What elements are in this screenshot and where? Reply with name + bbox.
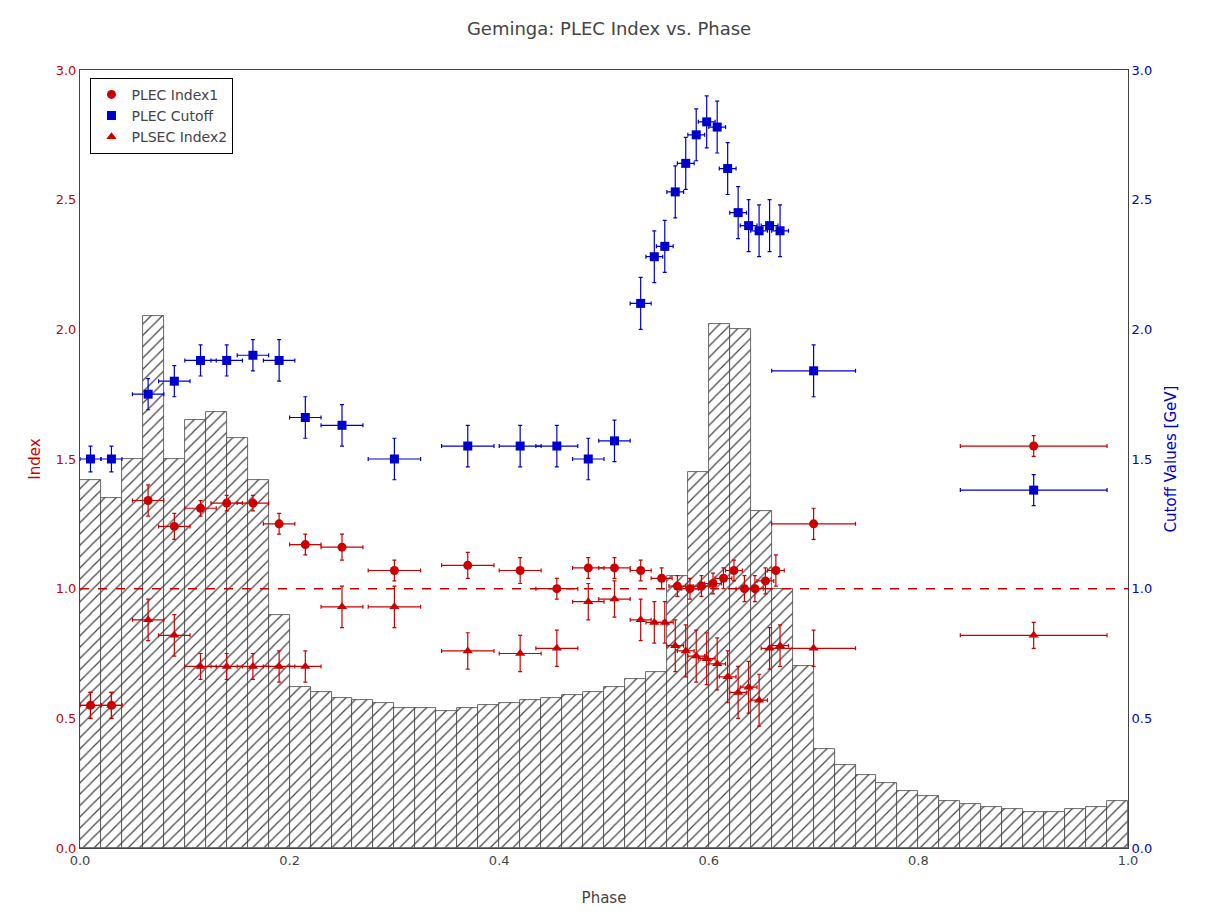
svg-text:0.2: 0.2 [279, 853, 300, 868]
svg-text:0.6: 0.6 [698, 853, 719, 868]
svg-text:0.4: 0.4 [489, 853, 510, 868]
svg-text:0.8: 0.8 [908, 853, 929, 868]
svg-text:3.0: 3.0 [56, 63, 77, 78]
svg-text:1.0: 1.0 [1118, 853, 1139, 868]
svg-text:2.5: 2.5 [1132, 192, 1153, 207]
svg-text:1.5: 1.5 [1132, 452, 1153, 467]
svg-text:0.0: 0.0 [1132, 841, 1153, 856]
svg-text:2.0: 2.0 [56, 322, 77, 337]
svg-text:0.5: 0.5 [1132, 711, 1153, 726]
svg-text:1.0: 1.0 [56, 581, 77, 596]
svg-text:2.5: 2.5 [56, 192, 77, 207]
svg-text:2.0: 2.0 [1132, 322, 1153, 337]
svg-text:Phase: Phase [582, 889, 627, 907]
svg-text:0.0: 0.0 [56, 841, 77, 856]
svg-text:0.0: 0.0 [70, 853, 91, 868]
svg-text:PLEC Cutoff: PLEC Cutoff [131, 108, 213, 124]
svg-text:Cutoff Values [GeV]: Cutoff Values [GeV] [1162, 386, 1180, 533]
svg-text:Index: Index [26, 438, 44, 479]
svg-text:PLEC Index1: PLEC Index1 [131, 87, 218, 103]
svg-text:3.0: 3.0 [1132, 63, 1153, 78]
svg-text:Geminga: PLEC Index vs. Phase: Geminga: PLEC Index vs. Phase [467, 18, 751, 39]
svg-text:PLSEC Index2: PLSEC Index2 [131, 129, 227, 145]
svg-text:0.5: 0.5 [56, 711, 77, 726]
svg-text:1.5: 1.5 [56, 452, 77, 467]
svg-text:1.0: 1.0 [1132, 581, 1153, 596]
